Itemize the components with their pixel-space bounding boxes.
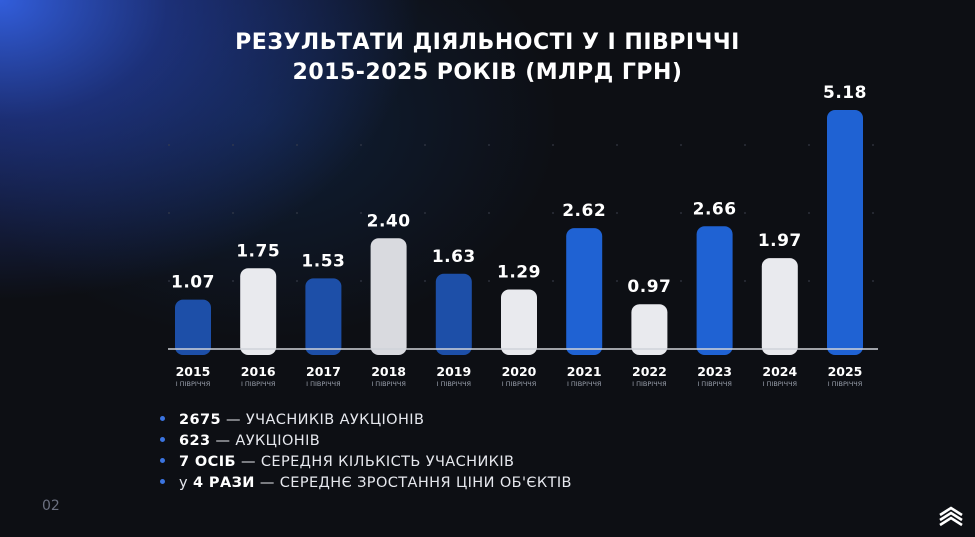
x-tick-sublabel: І ПІВРІЧЧЯ bbox=[828, 380, 863, 388]
x-tick-sublabel: І ПІВРІЧЧЯ bbox=[371, 380, 406, 388]
x-tick-label: 2022 bbox=[632, 364, 667, 379]
value-label: 1.29 bbox=[497, 262, 541, 282]
bar bbox=[370, 238, 407, 355]
value-label: 1.75 bbox=[236, 241, 280, 261]
x-tick-label: 2023 bbox=[697, 364, 732, 379]
x-tick-label: 2024 bbox=[762, 364, 797, 379]
bullet-dot bbox=[160, 457, 165, 463]
value-label: 1.97 bbox=[758, 231, 802, 251]
bullet-dot bbox=[160, 478, 165, 484]
value-label: 1.63 bbox=[432, 247, 476, 267]
x-tick-label: 2021 bbox=[567, 364, 602, 379]
stat-number: 2675 bbox=[179, 412, 221, 428]
x-tick-label: 2020 bbox=[502, 364, 537, 379]
bar bbox=[175, 299, 211, 355]
x-tick-sublabel: І ПІВРІЧЧЯ bbox=[437, 380, 472, 388]
stat-item: у 4 РАЗИ — СЕРЕДНЄ ЗРОСТАННЯ ЦІНИ ОБ'ЄКТ… bbox=[160, 473, 572, 494]
x-tick-label: 2016 bbox=[241, 364, 276, 379]
x-tick-label: 2015 bbox=[176, 364, 211, 379]
stat-text: — СЕРЕДНЯ КІЛЬКІСТЬ УЧАСНИКІВ bbox=[240, 454, 515, 470]
value-label: 2.40 bbox=[367, 211, 411, 231]
bar bbox=[696, 226, 733, 355]
stat-number: 7 ОСІБ bbox=[179, 454, 236, 470]
bar bbox=[501, 289, 537, 355]
bar bbox=[631, 304, 668, 355]
stat-prefix: у bbox=[179, 475, 193, 491]
x-tick-label: 2018 bbox=[371, 364, 406, 379]
page-number: 02 bbox=[42, 498, 60, 514]
x-tick-label: 2017 bbox=[306, 364, 341, 379]
value-label: 0.97 bbox=[627, 277, 671, 297]
x-tick-label: 2019 bbox=[436, 364, 471, 379]
value-label: 2.66 bbox=[693, 199, 737, 219]
x-tick-sublabel: І ПІВРІЧЧЯ bbox=[763, 380, 798, 388]
x-tick-label: 2025 bbox=[828, 364, 863, 379]
stat-number: 623 bbox=[179, 433, 211, 449]
title-line-2: 2015-2025 РОКІВ (МЛРД ГРН) bbox=[292, 60, 683, 85]
title-line-1: РЕЗУЛЬТАТИ ДІЯЛЬНОСТІ У І ПІВРІЧЧІ bbox=[235, 30, 740, 55]
bar bbox=[435, 273, 472, 355]
x-tick-sublabel: І ПІВРІЧЧЯ bbox=[697, 380, 732, 388]
stat-text: — СЕРЕДНЄ ЗРОСТАННЯ ЦІНИ ОБ'ЄКТІВ bbox=[259, 475, 572, 491]
bar bbox=[761, 258, 798, 355]
stat-text: — АУКЦІОНІВ bbox=[215, 433, 321, 449]
x-tick-sublabel: І ПІВРІЧЧЯ bbox=[632, 380, 667, 388]
bar bbox=[305, 278, 342, 355]
value-label: 1.53 bbox=[301, 251, 345, 271]
x-tick-sublabel: І ПІВРІЧЧЯ bbox=[241, 380, 276, 388]
bullet-dot bbox=[160, 436, 165, 442]
x-tick-sublabel: І ПІВРІЧЧЯ bbox=[306, 380, 341, 388]
chevrons-up-icon bbox=[939, 506, 963, 527]
stat-item: 7 ОСІБ — СЕРЕДНЯ КІЛЬКІСТЬ УЧАСНИКІВ bbox=[160, 452, 572, 473]
x-tick-sublabel: І ПІВРІЧЧЯ bbox=[567, 380, 602, 388]
bar bbox=[827, 110, 863, 355]
x-tick-sublabel: І ПІВРІЧЧЯ bbox=[176, 380, 211, 388]
bar bbox=[566, 228, 603, 355]
value-label: 5.18 bbox=[823, 83, 867, 103]
stat-item: 623 — АУКЦІОНІВ bbox=[160, 431, 572, 452]
stat-number: 4 РАЗИ bbox=[193, 475, 255, 491]
chart-title: РЕЗУЛЬТАТИ ДІЯЛЬНОСТІ У І ПІВРІЧЧІ 2015-… bbox=[0, 28, 975, 88]
bar bbox=[240, 268, 277, 355]
value-label: 1.07 bbox=[171, 273, 215, 293]
stat-text: — УЧАСНИКІВ АУКЦІОНІВ bbox=[225, 412, 425, 428]
stats-list: 2675 — УЧАСНИКІВ АУКЦІОНІВ 623 — АУКЦІОН… bbox=[160, 410, 572, 494]
value-label: 2.62 bbox=[562, 201, 606, 221]
x-tick-sublabel: І ПІВРІЧЧЯ bbox=[502, 380, 537, 388]
bullet-dot bbox=[160, 415, 165, 421]
stat-item: 2675 — УЧАСНИКІВ АУКЦІОНІВ bbox=[160, 410, 572, 431]
